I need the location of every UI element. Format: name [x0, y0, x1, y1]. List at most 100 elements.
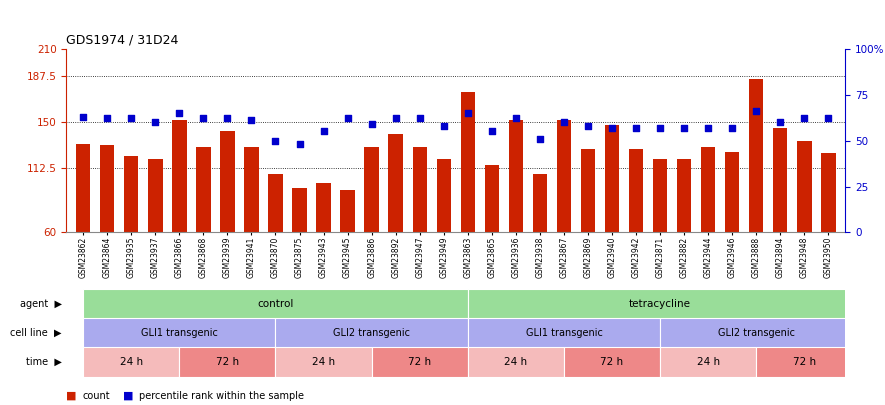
Point: [557, 119, 571, 126]
Text: 24 h: 24 h: [312, 357, 335, 367]
Text: 72 h: 72 h: [408, 357, 431, 367]
Bar: [292, 188, 307, 232]
Bar: [533, 174, 547, 232]
Bar: [100, 145, 114, 232]
Bar: [436, 159, 451, 232]
Text: GLI2 transgenic: GLI2 transgenic: [718, 328, 795, 338]
Point: [365, 121, 379, 127]
Point: [148, 119, 162, 126]
Point: [196, 115, 211, 122]
Text: 24 h: 24 h: [696, 357, 720, 367]
Bar: [660, 318, 852, 347]
Text: GLI2 transgenic: GLI2 transgenic: [333, 328, 410, 338]
Text: percentile rank within the sample: percentile rank within the sample: [139, 391, 304, 401]
Bar: [660, 347, 757, 377]
Bar: [677, 159, 691, 232]
Point: [436, 123, 450, 129]
Point: [220, 115, 235, 122]
Bar: [757, 347, 852, 377]
Bar: [124, 156, 138, 232]
Point: [533, 135, 547, 142]
Point: [76, 113, 90, 120]
Bar: [83, 347, 180, 377]
Text: time  ▶: time ▶: [26, 357, 62, 367]
Point: [268, 137, 282, 144]
Point: [509, 115, 523, 122]
Point: [317, 128, 331, 134]
Text: GLI1 transgenic: GLI1 transgenic: [141, 328, 218, 338]
Bar: [725, 151, 739, 232]
Text: control: control: [258, 299, 294, 309]
Bar: [773, 128, 788, 232]
Point: [461, 110, 475, 116]
Bar: [557, 120, 571, 232]
Text: ■: ■: [66, 391, 77, 401]
Text: 72 h: 72 h: [793, 357, 816, 367]
Point: [581, 123, 595, 129]
Bar: [389, 134, 403, 232]
Text: cell line  ▶: cell line ▶: [11, 328, 62, 338]
Bar: [244, 147, 258, 232]
Bar: [275, 318, 468, 347]
Point: [750, 108, 764, 114]
Point: [701, 124, 715, 131]
Bar: [821, 153, 835, 232]
Point: [629, 124, 643, 131]
Bar: [173, 120, 187, 232]
Bar: [275, 347, 372, 377]
Bar: [749, 79, 764, 232]
Point: [244, 117, 258, 124]
Text: 72 h: 72 h: [216, 357, 239, 367]
Bar: [365, 147, 379, 232]
Point: [821, 115, 835, 122]
Bar: [220, 131, 235, 232]
Bar: [604, 125, 620, 232]
Bar: [316, 183, 331, 232]
Text: count: count: [82, 391, 110, 401]
Point: [389, 115, 403, 122]
Bar: [372, 347, 468, 377]
Bar: [412, 147, 427, 232]
Bar: [148, 159, 163, 232]
Text: GDS1974 / 31D24: GDS1974 / 31D24: [66, 33, 179, 46]
Point: [341, 115, 355, 122]
Text: ■: ■: [123, 391, 134, 401]
Bar: [653, 159, 667, 232]
Point: [605, 124, 620, 131]
Point: [653, 124, 667, 131]
Bar: [180, 347, 275, 377]
Bar: [83, 289, 468, 318]
Point: [725, 124, 739, 131]
Bar: [468, 289, 852, 318]
Point: [292, 141, 306, 147]
Point: [412, 115, 427, 122]
Bar: [341, 190, 355, 232]
Text: tetracycline: tetracycline: [629, 299, 691, 309]
Text: 24 h: 24 h: [504, 357, 527, 367]
Text: agent  ▶: agent ▶: [20, 299, 62, 309]
Bar: [468, 318, 660, 347]
Point: [173, 110, 187, 116]
Bar: [629, 149, 643, 232]
Point: [124, 115, 138, 122]
Point: [100, 115, 114, 122]
Bar: [485, 165, 499, 232]
Text: GLI1 transgenic: GLI1 transgenic: [526, 328, 603, 338]
Bar: [460, 92, 475, 232]
Point: [773, 119, 788, 126]
Bar: [83, 318, 275, 347]
Bar: [268, 174, 282, 232]
Bar: [581, 149, 596, 232]
Bar: [468, 347, 564, 377]
Point: [677, 124, 691, 131]
Bar: [797, 141, 812, 232]
Bar: [196, 147, 211, 232]
Bar: [76, 144, 90, 232]
Bar: [509, 120, 523, 232]
Bar: [701, 147, 715, 232]
Text: 24 h: 24 h: [119, 357, 142, 367]
Point: [797, 115, 812, 122]
Text: 72 h: 72 h: [600, 357, 624, 367]
Point: [485, 128, 499, 134]
Bar: [564, 347, 660, 377]
